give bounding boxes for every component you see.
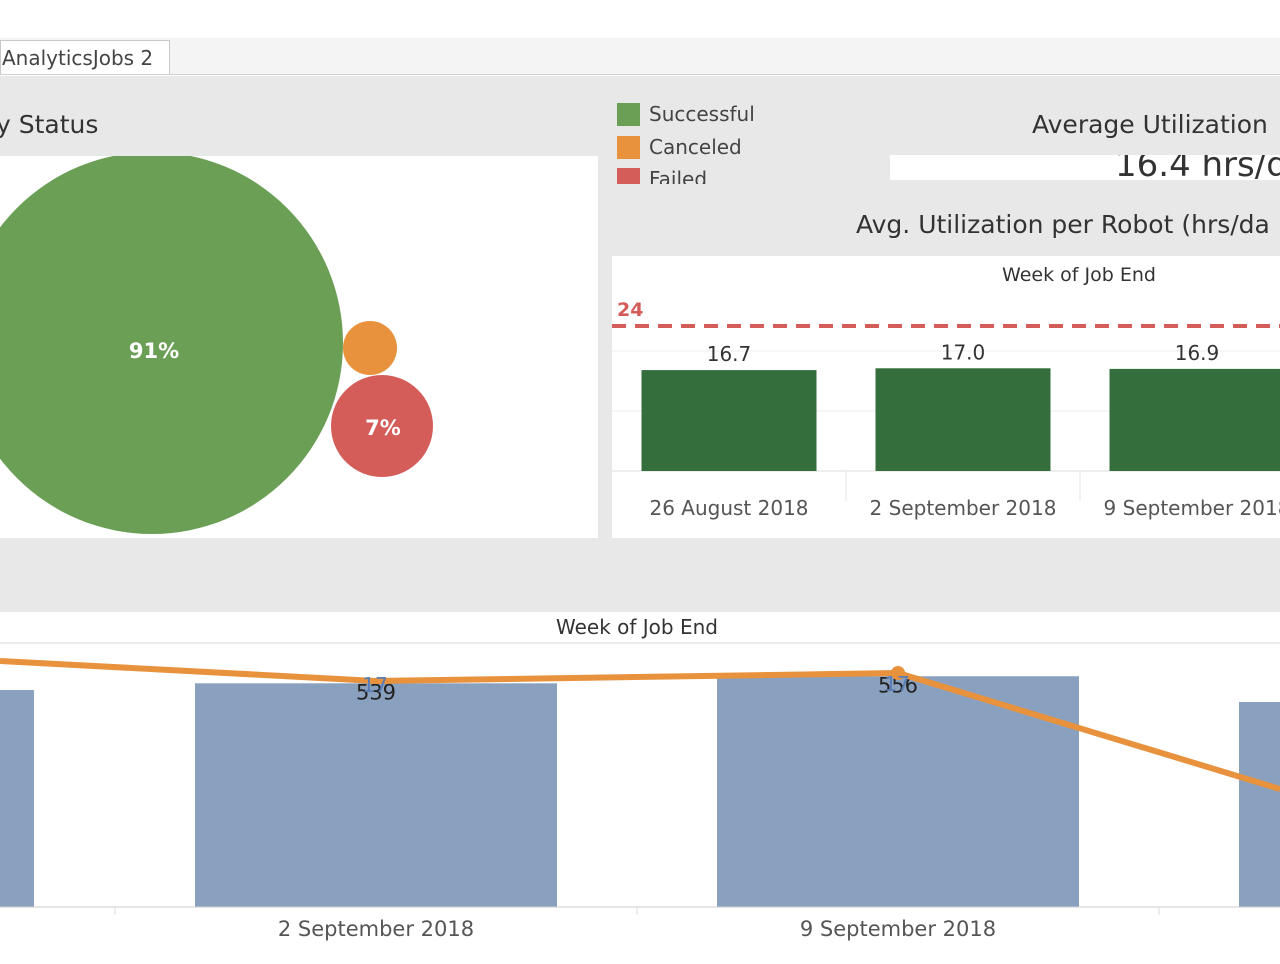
legend-swatch-successful: [617, 103, 640, 126]
status-chart-title: y Status: [0, 110, 98, 139]
bottom-x-tick-label: 2 September 2018: [278, 917, 474, 941]
robot-utilization-title: Avg. Utilization per Robot (hrs/da: [856, 210, 1270, 239]
bottom-bar-partial-right: [1239, 702, 1280, 907]
bottom-chart-header: Week of Job End: [556, 615, 718, 639]
bubble-canceled[interactable]: [343, 321, 397, 375]
robot-bar: [642, 370, 817, 471]
bottom-line-series: [0, 661, 1280, 789]
legend-label-failed: Failed: [649, 167, 707, 184]
legend-swatch-canceled: [617, 136, 640, 159]
robot-bar-value-label: 17.0: [941, 340, 986, 364]
legend-swatch-failed: [617, 168, 640, 185]
legend-item-failed[interactable]: Failed: [617, 165, 707, 184]
bottom-line-value-label: 17: [884, 672, 909, 696]
bottom-bar: [195, 683, 557, 907]
avg-utilization-box: 16.4 hrs/d: [890, 155, 1280, 180]
robot-bar: [1110, 369, 1280, 471]
bottom-x-tick-label: 9 September 2018: [800, 917, 996, 941]
robot-utilization-chart[interactable]: Week of Job End 16.7 26 August 2018 17.0 2 S…: [612, 256, 1280, 538]
avg-utilization-value: 16.4 hrs/d: [1115, 155, 1280, 180]
sheet-tab-analyticsjobs[interactable]: AnalyticsJobs 2: [0, 40, 170, 74]
robot-chart-header: Week of Job End: [1002, 264, 1156, 286]
robot-x-tick-label: 2 September 2018: [870, 496, 1057, 520]
legend-item-canceled[interactable]: Canceled: [617, 133, 742, 161]
legend-item-successful[interactable]: Successful: [617, 100, 755, 128]
legend-label-canceled: Canceled: [649, 135, 742, 159]
robot-bar-value-label: 16.9: [1175, 341, 1220, 365]
status-bubble-chart[interactable]: 91% 7%: [0, 156, 598, 538]
bottom-bar-partial-left: [0, 690, 34, 907]
robot-bar-value-label: 16.7: [707, 342, 752, 366]
robot-bar: [876, 368, 1051, 471]
status-legend: Successful Canceled Failed: [600, 96, 800, 184]
robot-reference-label: 24: [617, 299, 643, 321]
avg-utilization-title: Average Utilization: [1032, 110, 1268, 139]
bubble-successful-label: 91%: [129, 339, 179, 363]
robot-x-tick-label: 9 September 2018: [1104, 496, 1280, 520]
legend-label-successful: Successful: [649, 102, 755, 126]
robot-x-tick-label: 26 August 2018: [649, 496, 808, 520]
bottom-line-value-label: 17: [362, 673, 387, 697]
bubble-failed-label: 7%: [365, 416, 401, 440]
sheet-tab-strip: [0, 38, 1280, 75]
